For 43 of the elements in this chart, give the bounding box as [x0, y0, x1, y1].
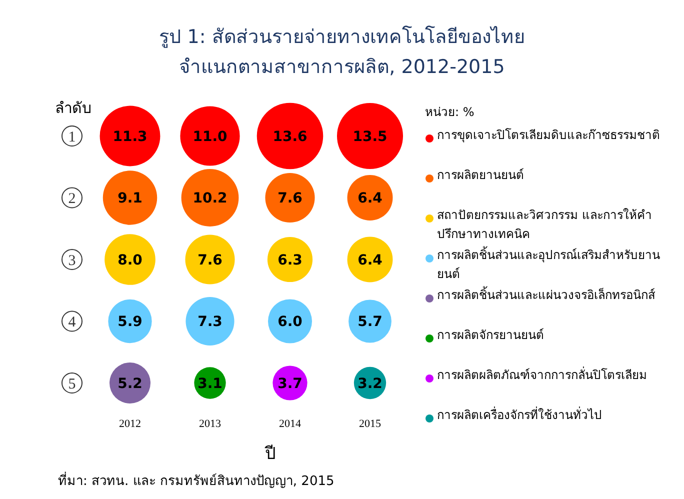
y-tick-label: 4	[68, 314, 76, 330]
text: ที่มา: สวทน. และ กรมทรัพย์สินทางปัญญา, 2015	[58, 470, 334, 491]
data-label: 9.1	[118, 190, 142, 207]
legend-label: สถาปัตยกรรมและวิศวกรรม และการให้คำปรึกษาทางเทคนิค	[437, 207, 653, 243]
data-label: 11.0	[192, 128, 228, 145]
data-label: 10.2	[192, 190, 228, 207]
y-tick-label: 5	[68, 376, 76, 392]
data-label: 13.5	[352, 128, 388, 145]
y-tick-label: 1	[68, 129, 76, 146]
x-axis-title: ปี	[265, 443, 276, 466]
legend-label: การผลิตจักรยานยนต์	[437, 327, 544, 344]
legend-label: การผลิตยานยนต์	[437, 167, 524, 184]
chart-title: รูป 1: สัดส่วนรายจ่ายทางเทคโนโลยีของไทย	[158, 24, 526, 50]
data-label: 5.7	[358, 314, 382, 330]
data-label: 8.0	[118, 252, 143, 268]
legend-label: การผลิตชิ้นส่วนและแผ่นวงจรอิเล็กทรอนิกส์	[437, 286, 655, 304]
y-axis-title: ลำดับ	[55, 98, 92, 119]
y-tick-label: 3	[68, 252, 76, 269]
y-tick-label: 2	[68, 191, 76, 207]
data-label: 3.2	[358, 376, 382, 392]
x-tick-label: 2014	[279, 418, 302, 430]
data-label: 7.3	[198, 314, 222, 330]
data-label: 5.9	[118, 314, 142, 330]
x-tick-label: 2012	[119, 418, 141, 430]
data-label: 11.3	[112, 128, 148, 145]
data-label: 3.7	[278, 376, 302, 392]
data-label: 7.6	[278, 190, 302, 207]
text: หน่วย: %	[425, 104, 476, 121]
legend-label: การผลิตเครื่องจักรที่ใช้งานทั่วไป	[437, 406, 602, 424]
x-tick-label: 2013	[199, 418, 222, 430]
data-label: 7.6	[198, 252, 222, 268]
x-tick-label: 2015	[359, 418, 382, 430]
legend-label: การผลิตผลิตภัณฑ์จากการกลั่นปิโตรเลียม	[437, 366, 647, 384]
data-label: 13.6	[272, 128, 308, 145]
data-label: 6.0	[278, 314, 303, 330]
data-label: 6.3	[278, 252, 302, 268]
data-label: 5.2	[118, 376, 142, 392]
data-label: 6.4	[358, 190, 383, 207]
data-label: 6.4	[358, 252, 383, 268]
legend-label: การขุดเจาะปิโตรเลียมดิบและก๊าซธรรมชาติ	[437, 127, 660, 144]
chart-subtitle: จำแนกตามสาขาการผลิต, 2012-2015	[178, 55, 506, 80]
data-label: 3.1	[198, 376, 222, 392]
legend-label: การผลิตชิ้นส่วนและอุปกรณ์เสริมสำหรับยานยนต์	[437, 246, 661, 283]
